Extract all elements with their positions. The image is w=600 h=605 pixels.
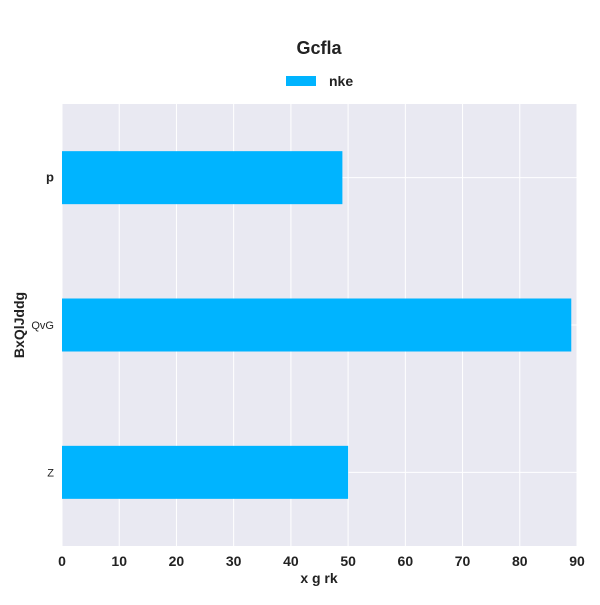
legend-swatch (286, 76, 316, 86)
y-tick-label: p (46, 170, 54, 185)
y-axis-title: BxQlJddg (11, 292, 27, 358)
x-tick-label: 60 (398, 553, 414, 569)
x-axis-ticks: 0 10 20 30 40 50 60 70 80 90 (58, 553, 585, 569)
chart-title: Gcfla (296, 38, 342, 58)
x-tick-label: 0 (58, 553, 66, 569)
bar-QvG (62, 298, 572, 352)
bar-Z (62, 445, 349, 499)
legend: nke (286, 73, 353, 89)
x-tick-label: 70 (455, 553, 471, 569)
x-tick-label: 20 (169, 553, 185, 569)
bars-layer (62, 151, 572, 499)
legend-label: nke (329, 73, 353, 89)
x-tick-label: 80 (512, 553, 528, 569)
y-tick-label: QvG (31, 320, 54, 332)
x-tick-label: 30 (226, 553, 242, 569)
y-axis-ticks: p QvG Z (31, 170, 54, 480)
bar-p (62, 151, 343, 205)
x-tick-label: 10 (111, 553, 127, 569)
x-tick-label: 40 (283, 553, 299, 569)
y-tick-label: Z (47, 467, 54, 479)
x-tick-label: 90 (569, 553, 585, 569)
x-axis-title: x g rk (300, 570, 338, 586)
x-tick-label: 50 (340, 553, 356, 569)
